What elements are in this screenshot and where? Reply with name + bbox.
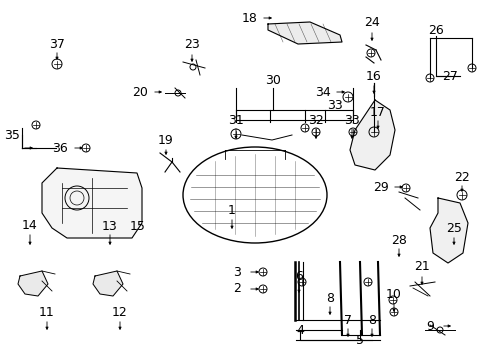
Polygon shape	[93, 271, 123, 296]
Text: 10: 10	[385, 288, 401, 302]
Text: 22: 22	[453, 171, 469, 184]
Text: 26: 26	[427, 23, 443, 36]
Text: 8: 8	[367, 314, 375, 327]
Polygon shape	[267, 22, 341, 44]
Text: 18: 18	[242, 12, 257, 24]
Text: 36: 36	[52, 141, 68, 154]
Text: 12: 12	[112, 306, 128, 320]
Text: 16: 16	[366, 69, 381, 82]
Text: 37: 37	[49, 37, 65, 50]
Text: 7: 7	[343, 314, 351, 327]
Text: 29: 29	[372, 180, 388, 194]
Text: 33: 33	[326, 99, 342, 112]
Text: 27: 27	[441, 69, 457, 82]
Text: 30: 30	[264, 73, 281, 86]
Text: 5: 5	[355, 333, 363, 346]
Text: 6: 6	[294, 270, 303, 283]
Text: 2: 2	[233, 283, 241, 296]
Text: 28: 28	[390, 234, 406, 247]
Text: 34: 34	[314, 86, 330, 99]
Text: 23: 23	[184, 37, 200, 50]
Text: 3: 3	[233, 266, 241, 279]
Text: 9: 9	[425, 320, 433, 333]
Text: 15: 15	[130, 220, 145, 233]
Text: 19: 19	[158, 134, 174, 147]
Text: 31: 31	[228, 113, 244, 126]
Text: 24: 24	[364, 15, 379, 28]
Polygon shape	[42, 168, 142, 238]
Text: 20: 20	[132, 86, 148, 99]
Text: 32: 32	[307, 113, 323, 126]
Text: 11: 11	[39, 306, 55, 320]
Text: 4: 4	[295, 324, 304, 337]
Text: 1: 1	[227, 203, 235, 216]
Text: 21: 21	[413, 261, 429, 274]
Polygon shape	[18, 271, 48, 296]
Text: 13: 13	[102, 220, 118, 233]
Text: 35: 35	[4, 129, 20, 141]
Polygon shape	[349, 100, 394, 170]
Text: 33: 33	[344, 113, 359, 126]
Text: 17: 17	[369, 105, 385, 118]
Text: 14: 14	[22, 219, 38, 231]
Text: 8: 8	[325, 292, 333, 305]
Polygon shape	[429, 198, 467, 263]
Text: 25: 25	[445, 221, 461, 234]
